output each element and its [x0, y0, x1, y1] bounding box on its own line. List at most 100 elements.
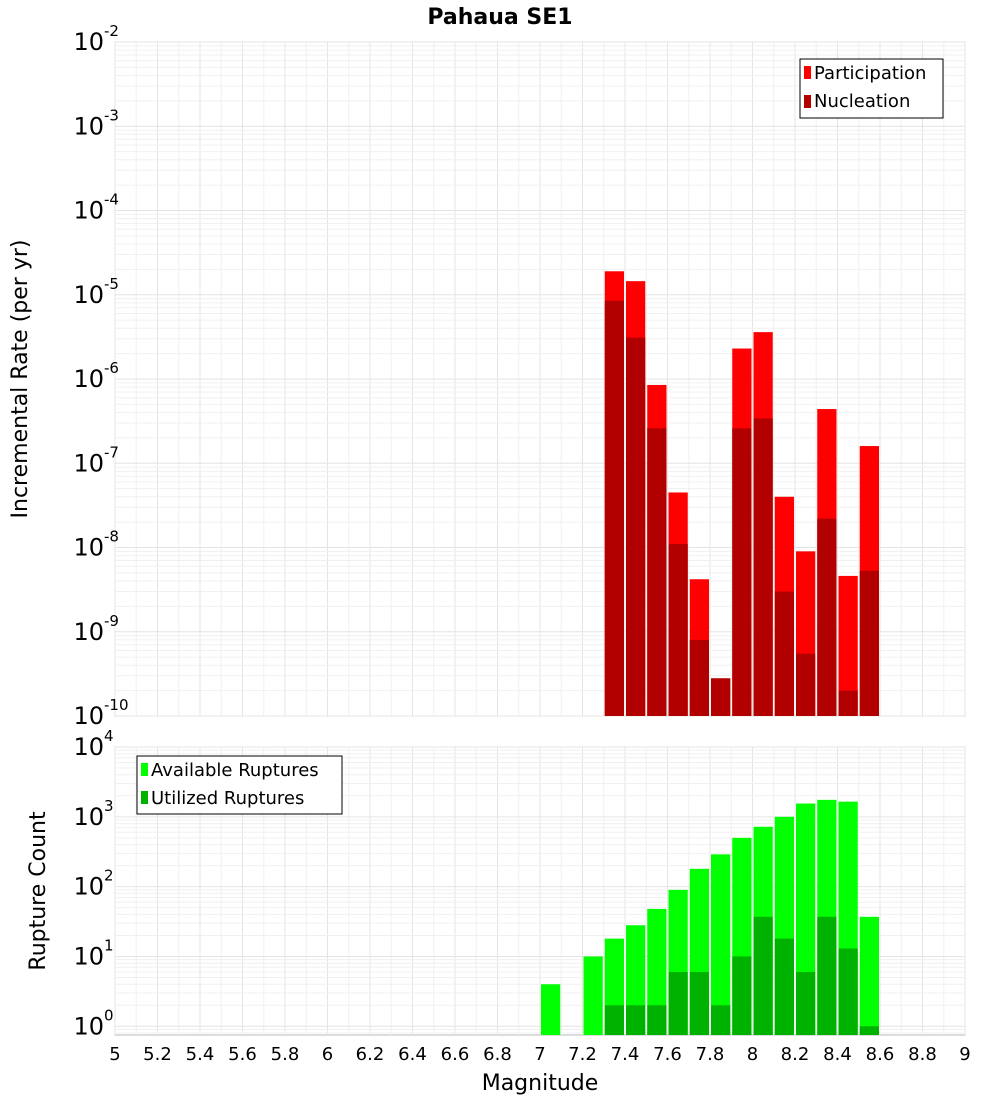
- y-tick-exponent: -8: [104, 528, 119, 546]
- y-tick-label: 10: [73, 873, 104, 901]
- y-tick-exponent: 0: [104, 1006, 114, 1024]
- x-tick-label: 5.2: [143, 1044, 172, 1065]
- utilized-ruptures-bar: [626, 1005, 646, 1035]
- y-tick-exponent: 2: [104, 867, 114, 885]
- x-tick-label: 7.4: [611, 1044, 640, 1065]
- x-tick-label: 5: [109, 1044, 120, 1065]
- y-tick-label: 10: [73, 112, 104, 140]
- nucleation-bar: [838, 690, 858, 716]
- x-axis-label: Magnitude: [482, 1071, 599, 1096]
- nucleation-bar: [753, 418, 773, 716]
- y-tick-label: 10: [73, 942, 104, 970]
- y-tick-exponent: -5: [104, 275, 119, 293]
- x-tick-label: 7: [534, 1044, 545, 1065]
- y-tick-label: 10: [73, 28, 104, 56]
- rate-legend: Participation Nucleation: [799, 58, 944, 119]
- y-tick-exponent: -10: [104, 696, 129, 714]
- rate-panel: 10-210-310-410-510-610-710-810-910-10 In…: [8, 22, 966, 730]
- nucleation-bar: [859, 570, 879, 716]
- y-tick-label: 10: [73, 702, 104, 730]
- count-bars: [541, 799, 879, 1035]
- x-tick-label: 8.2: [781, 1044, 810, 1065]
- utilized-ruptures-bar: [711, 1005, 731, 1035]
- nucleation-bar: [774, 591, 794, 716]
- y-tick-label: 10: [73, 733, 104, 761]
- y-tick-exponent: 1: [104, 936, 114, 954]
- utilized-ruptures-bar: [859, 1026, 879, 1035]
- y-tick-exponent: -7: [104, 443, 119, 461]
- x-tick-label: 8.6: [866, 1044, 895, 1065]
- nucleation-bar: [647, 428, 667, 716]
- utilized-ruptures-bar: [647, 1005, 667, 1035]
- nucleation-bar: [732, 428, 752, 716]
- legend-swatch-utilized: [141, 791, 148, 804]
- x-tick-label: 6.4: [398, 1044, 427, 1065]
- available-ruptures-bar: [859, 916, 879, 1035]
- x-tick-label: 5.6: [228, 1044, 257, 1065]
- y-tick-exponent: -3: [104, 106, 119, 124]
- legend-label-utilized: Utilized Ruptures: [151, 788, 304, 809]
- x-tick-label: 5.4: [186, 1044, 215, 1065]
- utilized-ruptures-bar: [689, 971, 709, 1035]
- nucleation-bar: [604, 300, 624, 716]
- x-tick-label: 6.8: [483, 1044, 512, 1065]
- legend-label-nucleation: Nucleation: [814, 91, 910, 112]
- x-tick-label: 7.6: [653, 1044, 682, 1065]
- y-tick-label: 10: [73, 803, 104, 831]
- legend-swatch-available: [141, 763, 148, 776]
- legend-label-participation: Participation: [814, 63, 926, 84]
- count-x-ticks: 5 5.2 5.4 5.6 5.8 6 6.2 6.4 6.6 6.8 7 7.2 7.4 7.6 7.8 8…: [109, 1044, 970, 1065]
- y-tick-exponent: -4: [104, 191, 119, 209]
- available-ruptures-bar: [541, 984, 561, 1035]
- x-tick-label: 7.2: [568, 1044, 597, 1065]
- y-tick-label: 10: [73, 618, 104, 646]
- x-tick-label: 8.8: [908, 1044, 937, 1065]
- legend-swatch-nucleation: [804, 95, 811, 108]
- nucleation-bar: [689, 639, 709, 716]
- y-tick-label: 10: [73, 534, 104, 562]
- nucleation-bar: [626, 337, 646, 716]
- y-tick-label: 10: [73, 281, 104, 309]
- count-legend: Available Ruptures Utilized Ruptures: [136, 755, 343, 815]
- chart-title: Pahaua SE1: [427, 5, 572, 30]
- legend-label-available: Available Ruptures: [151, 760, 319, 781]
- participation-bar: [838, 575, 858, 716]
- y-tick-exponent: -2: [104, 22, 119, 40]
- utilized-ruptures-bar: [753, 916, 773, 1035]
- available-ruptures-bar: [583, 956, 603, 1035]
- utilized-ruptures-bar: [668, 971, 688, 1035]
- rate-grid: [114, 41, 966, 717]
- utilized-ruptures-bar: [774, 938, 794, 1035]
- x-tick-label: 6.6: [441, 1044, 470, 1065]
- x-tick-label: 5.8: [271, 1044, 300, 1065]
- y-tick-exponent: 3: [104, 797, 114, 815]
- y-tick-label: 10: [73, 449, 104, 477]
- nucleation-bar: [668, 544, 688, 716]
- utilized-ruptures-bar: [796, 971, 816, 1035]
- rate-y-ticks: 10-210-310-410-510-610-710-810-910-10: [73, 22, 128, 730]
- y-tick-label: 10: [73, 197, 104, 225]
- x-tick-label: 8: [747, 1044, 758, 1065]
- utilized-ruptures-bar: [817, 916, 837, 1035]
- nucleation-bar: [711, 678, 731, 716]
- count-y-axis-label: Rupture Count: [26, 811, 51, 971]
- x-tick-label: 6: [322, 1044, 333, 1065]
- y-tick-label: 10: [73, 1012, 104, 1040]
- nucleation-bar: [796, 653, 816, 716]
- y-tick-exponent: -9: [104, 612, 119, 630]
- rate-y-axis-label: Incremental Rate (per yr): [8, 240, 33, 519]
- nucleation-bar: [817, 518, 837, 716]
- utilized-ruptures-bar: [732, 956, 752, 1035]
- x-tick-label: 8.4: [823, 1044, 852, 1065]
- utilized-ruptures-bar: [838, 948, 858, 1035]
- y-tick-label: 10: [73, 365, 104, 393]
- legend-swatch-participation: [804, 66, 811, 79]
- rate-bars: [604, 271, 879, 716]
- available-ruptures-bar: [647, 908, 667, 1035]
- y-tick-exponent: -6: [104, 359, 119, 377]
- utilized-ruptures-bar: [604, 1005, 624, 1035]
- count-legend-box: [136, 755, 343, 815]
